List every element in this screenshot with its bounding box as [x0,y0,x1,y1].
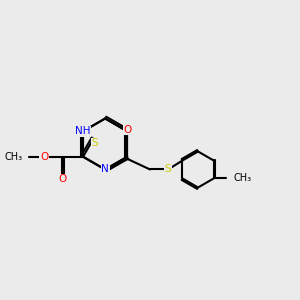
Text: NH: NH [75,126,91,136]
Text: S: S [165,164,171,175]
Text: O: O [40,152,48,162]
Text: O: O [123,125,131,135]
Text: CH₃: CH₃ [4,152,22,162]
Text: N: N [101,164,109,175]
Text: O: O [58,174,66,184]
Text: S: S [92,138,98,148]
Text: CH₃: CH₃ [233,173,251,184]
